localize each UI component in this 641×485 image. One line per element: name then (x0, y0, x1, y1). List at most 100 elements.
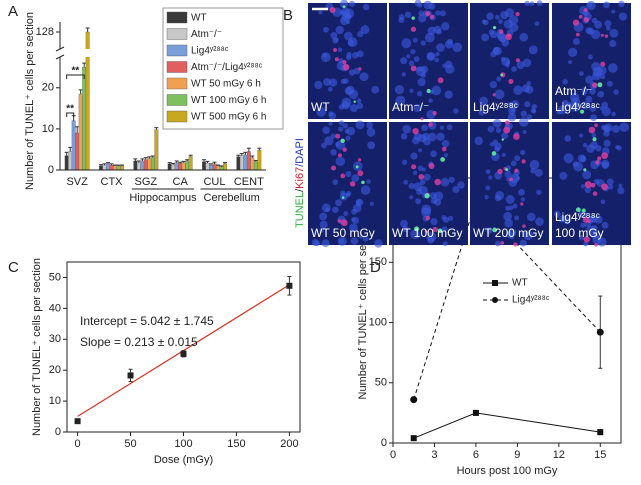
x-axis-label: Hours post 100 mGy (457, 465, 558, 477)
nucleus (346, 126, 356, 136)
nucleus (577, 154, 586, 163)
nucleus (355, 198, 364, 207)
nucleus (355, 120, 365, 130)
nucleus (524, 101, 531, 108)
nucleus (358, 234, 363, 239)
nucleus (360, 25, 370, 35)
nucleus (587, 2, 593, 8)
nucleus (521, 84, 530, 93)
nucleus (321, 239, 330, 248)
nucleus (442, 63, 447, 68)
nucleus (585, 95, 593, 103)
legend-label: WT 500 mGy 6 h (191, 112, 266, 123)
nucleus (441, 139, 450, 148)
nucleus (582, 170, 592, 180)
ki67-spot (594, 243, 598, 247)
bar (64, 155, 69, 171)
nucleus (316, 107, 327, 117)
image-label: WT 100 mGy (392, 226, 462, 240)
nucleus (446, 124, 453, 131)
bar (68, 151, 73, 171)
nucleus (403, 179, 409, 185)
nucleus (334, 37, 339, 42)
nucleus (618, 0, 625, 8)
x-tick-label: CUL (203, 176, 225, 188)
nucleus (337, 236, 347, 246)
nucleus (339, 0, 349, 9)
x-tick-label: 15 (594, 449, 606, 461)
bar (154, 129, 159, 171)
nucleus (601, 106, 611, 117)
nucleus (418, 148, 423, 153)
bar (78, 93, 83, 171)
ki67-spot (587, 219, 591, 224)
tunel-spot (361, 180, 365, 185)
nucleus (420, 40, 427, 46)
ki67-spot (424, 229, 428, 233)
image-label: WT 200 mGy (473, 226, 543, 240)
tunel-spot (575, 207, 581, 213)
nucleus (479, 96, 489, 106)
nucleus (520, 110, 527, 117)
ki67-spot (329, 7, 336, 14)
ki67-spot (583, 236, 590, 243)
significance-bracket (66, 112, 75, 117)
nucleus (418, 10, 425, 17)
nucleus (489, 80, 498, 89)
ki67-spot (432, 226, 438, 233)
bar (174, 162, 179, 171)
nucleus (351, 174, 360, 183)
nucleus (618, 183, 623, 188)
nucleus (529, 159, 540, 170)
ki67-spot (521, 159, 526, 164)
legend-marker (492, 297, 498, 303)
nucleus (428, 98, 433, 103)
panel-letter: A (8, 3, 18, 20)
nucleus (330, 133, 337, 139)
nucleus (536, 189, 542, 195)
ki67-spot (590, 182, 596, 188)
ki67-spot (410, 65, 417, 72)
ki67-spot (601, 183, 609, 191)
nucleus (427, 132, 437, 142)
x-tick-label: 100 (174, 438, 192, 450)
nucleus (526, 212, 536, 222)
nucleus (441, 226, 448, 232)
nucleus (581, 90, 587, 96)
y-tick-label: 0 (381, 437, 387, 449)
group-label: Hippocampus (129, 192, 197, 204)
nucleus (351, 216, 360, 224)
nucleus (435, 51, 440, 57)
nucleus (324, 136, 334, 146)
nucleus (474, 136, 484, 146)
ki67-spot (507, 33, 511, 38)
ki67-spot (515, 58, 520, 63)
nucleus (585, 27, 593, 35)
nucleus (445, 64, 455, 74)
x-tick-label: 9 (514, 449, 520, 461)
micrograph: Atm⁻/⁻ Lig4ʸ²⁸⁸ᶜ (552, 0, 631, 122)
nucleus (452, 42, 463, 53)
ki67-spot (342, 59, 347, 65)
tunel-spot (491, 151, 497, 156)
nucleus (495, 190, 505, 200)
nucleus (362, 3, 370, 11)
nucleus (519, 239, 527, 247)
nucleus (567, 47, 578, 58)
nucleus (611, 111, 616, 117)
nucleus (351, 51, 359, 59)
nucleus (400, 219, 408, 228)
nucleus (605, 25, 611, 31)
nucleus (338, 126, 344, 132)
ki67-spot (514, 168, 519, 173)
bar (216, 165, 220, 171)
bar (116, 165, 121, 171)
legend-swatch (166, 44, 188, 57)
nucleus (362, 235, 369, 242)
tunel-spot (440, 157, 445, 162)
y-tick-label: 20 (49, 364, 61, 376)
nucleus (572, 37, 581, 46)
x-tick-label: 150 (227, 438, 245, 450)
ki67-spot (515, 11, 520, 17)
nucleus (580, 222, 586, 228)
